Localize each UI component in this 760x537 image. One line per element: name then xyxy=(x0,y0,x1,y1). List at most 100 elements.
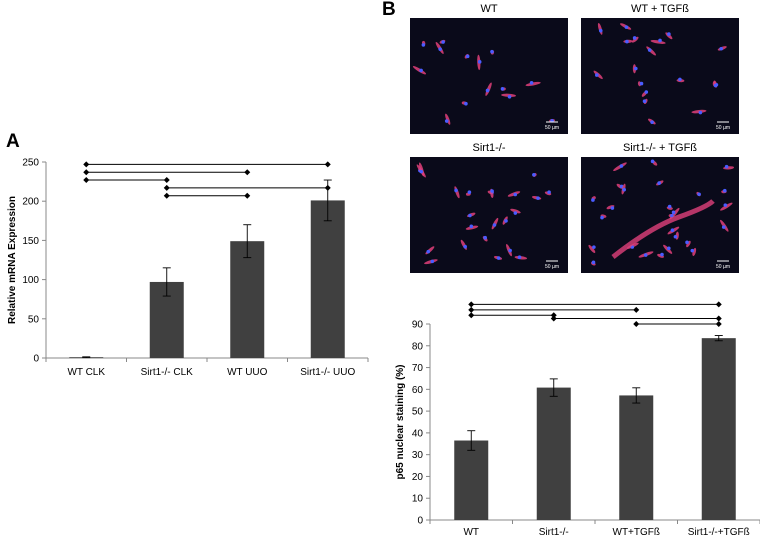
nucleus xyxy=(657,181,661,185)
nucleus xyxy=(685,240,689,245)
nucleus xyxy=(642,99,647,104)
chart-b: 0 10 20 30 40 50 60 70 80 90 WT Sirt1-/- WT+TGFß Sirt… xyxy=(395,301,760,537)
nucleus xyxy=(529,81,534,85)
nucleus xyxy=(673,234,678,239)
y-tick-label: 150 xyxy=(22,236,39,247)
significance-marker xyxy=(83,177,90,184)
significance-marker xyxy=(163,184,170,191)
nucleus xyxy=(667,246,671,251)
nucleus xyxy=(678,77,682,82)
nucleus xyxy=(610,206,615,210)
significance-marker xyxy=(324,184,331,191)
bar xyxy=(230,241,265,358)
stained-cell xyxy=(525,81,541,87)
significance-marker xyxy=(715,321,722,327)
micrograph-image xyxy=(410,157,568,273)
nucleus xyxy=(441,40,445,44)
significance-marker xyxy=(633,306,640,313)
nucleus xyxy=(633,66,638,71)
x-tick-label: WT+TGFß xyxy=(613,527,661,537)
bar xyxy=(701,338,736,520)
significance-marker xyxy=(550,312,557,319)
nucleus xyxy=(643,253,648,257)
nucleus xyxy=(650,120,654,124)
bar xyxy=(454,440,489,520)
nucleus xyxy=(469,224,474,229)
nucleus xyxy=(660,252,664,257)
nucleus xyxy=(438,47,442,51)
nucleus xyxy=(598,28,603,33)
y-tick-label: 30 xyxy=(412,450,424,461)
nucleus xyxy=(639,81,644,86)
nucleus xyxy=(690,248,695,253)
panel-b-letter: B xyxy=(382,0,396,20)
nucleus xyxy=(454,188,458,193)
x-tick-label: WT UUO xyxy=(227,367,268,378)
nucleus xyxy=(724,164,729,169)
nucleus xyxy=(504,219,508,223)
nucleus xyxy=(468,213,472,218)
significance-marker xyxy=(83,161,90,168)
nucleus xyxy=(595,73,599,77)
scale-bar-label: 50 µm xyxy=(545,264,559,270)
nucleus xyxy=(444,119,449,123)
y-tick-label: 100 xyxy=(22,275,39,286)
nucleus xyxy=(464,101,468,106)
nucleus xyxy=(477,60,482,64)
nucleus xyxy=(658,38,662,43)
y-tick-label: 40 xyxy=(412,428,424,439)
nucleus xyxy=(644,90,649,94)
bar xyxy=(536,387,571,520)
x-tick-label: Sirt1-/- CLK xyxy=(141,367,194,378)
nucleus xyxy=(670,213,674,218)
micrograph-title: Sirt1-/- xyxy=(473,142,506,154)
y-axis-title: Relative mRNA Expression xyxy=(7,196,18,324)
nucleus xyxy=(625,39,629,44)
y-tick-label: 200 xyxy=(22,197,39,208)
y-tick-label: 20 xyxy=(412,472,424,483)
nucleus xyxy=(722,188,727,193)
x-tick-label: Sirt1-/- UUO xyxy=(300,367,355,378)
chart-a: 0 50 100 150 200 250 WT CLK Sirt1-/- CLK WT UUO S… xyxy=(7,158,369,378)
nucleus xyxy=(624,25,629,29)
stained-cell xyxy=(588,244,596,254)
nucleus xyxy=(463,244,467,249)
nucleus xyxy=(723,203,728,207)
cell-cluster xyxy=(611,199,715,259)
nucleus xyxy=(430,259,435,264)
nucleus xyxy=(507,94,512,99)
nucleus xyxy=(513,192,518,197)
nucleus xyxy=(496,256,501,260)
significance-marker xyxy=(324,161,331,168)
nucleus xyxy=(650,159,655,164)
nucleus xyxy=(492,223,497,227)
significance-marker xyxy=(468,306,475,313)
nucleus xyxy=(713,83,718,88)
micrograph-title: WT xyxy=(480,3,497,15)
significance-marker xyxy=(715,315,722,322)
significance-marker xyxy=(715,301,722,308)
micrograph-title: WT + TGFß xyxy=(631,3,689,15)
significance-marker xyxy=(83,169,90,176)
micrograph: WT + TGFß 50 µm xyxy=(581,3,739,134)
stained-cell xyxy=(445,113,451,125)
significance-marker xyxy=(244,169,251,176)
stained-cell xyxy=(606,205,615,210)
micrograph: Sirt1-/- 50 µm xyxy=(410,142,568,273)
nucleus xyxy=(483,235,487,240)
nucleus xyxy=(667,204,672,209)
nucleus xyxy=(513,211,518,215)
nucleus xyxy=(721,225,726,229)
x-tick-label: WT xyxy=(463,527,479,537)
nucleus xyxy=(547,190,551,194)
nucleus xyxy=(517,255,522,259)
nucleus xyxy=(419,68,423,73)
micrograph: Sirt1-/- + TGFß 50 µm xyxy=(581,142,739,273)
nucleus xyxy=(485,88,490,93)
nucleus xyxy=(592,245,596,249)
nucleus xyxy=(508,248,512,253)
y-tick-label: 90 xyxy=(412,320,424,331)
x-tick-label: WT CLK xyxy=(67,367,105,378)
nucleus xyxy=(622,187,626,192)
